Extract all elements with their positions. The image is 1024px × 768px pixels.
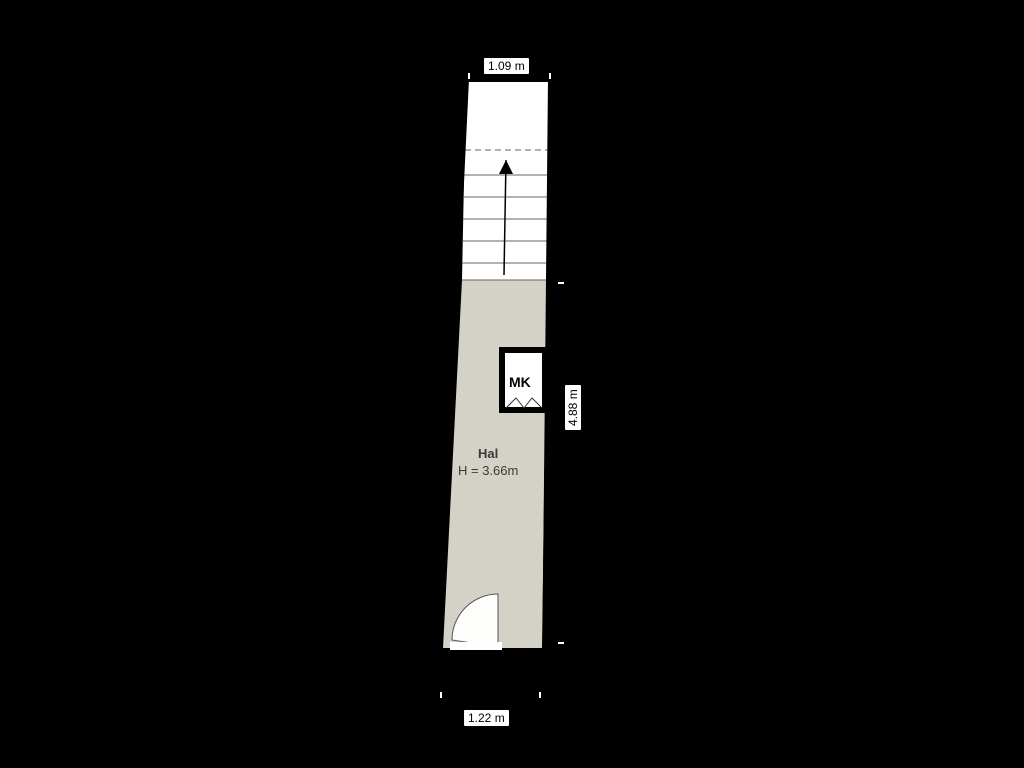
dimension-right: 4.88 m <box>565 385 581 430</box>
hall-label: Hal H = 3.66m <box>458 446 518 480</box>
tick <box>549 73 551 79</box>
tick <box>558 282 564 284</box>
tick <box>440 692 442 698</box>
tick <box>558 642 564 644</box>
room-height: H = 3.66m <box>458 463 518 478</box>
upper-area <box>462 79 551 280</box>
tick <box>539 692 541 698</box>
mk-label: MK <box>509 374 531 390</box>
dimension-bottom: 1.22 m <box>464 710 509 726</box>
door-threshold <box>450 642 502 650</box>
dimension-top: 1.09 m <box>484 58 529 74</box>
room-name: Hal <box>478 446 498 461</box>
tick <box>468 73 470 79</box>
